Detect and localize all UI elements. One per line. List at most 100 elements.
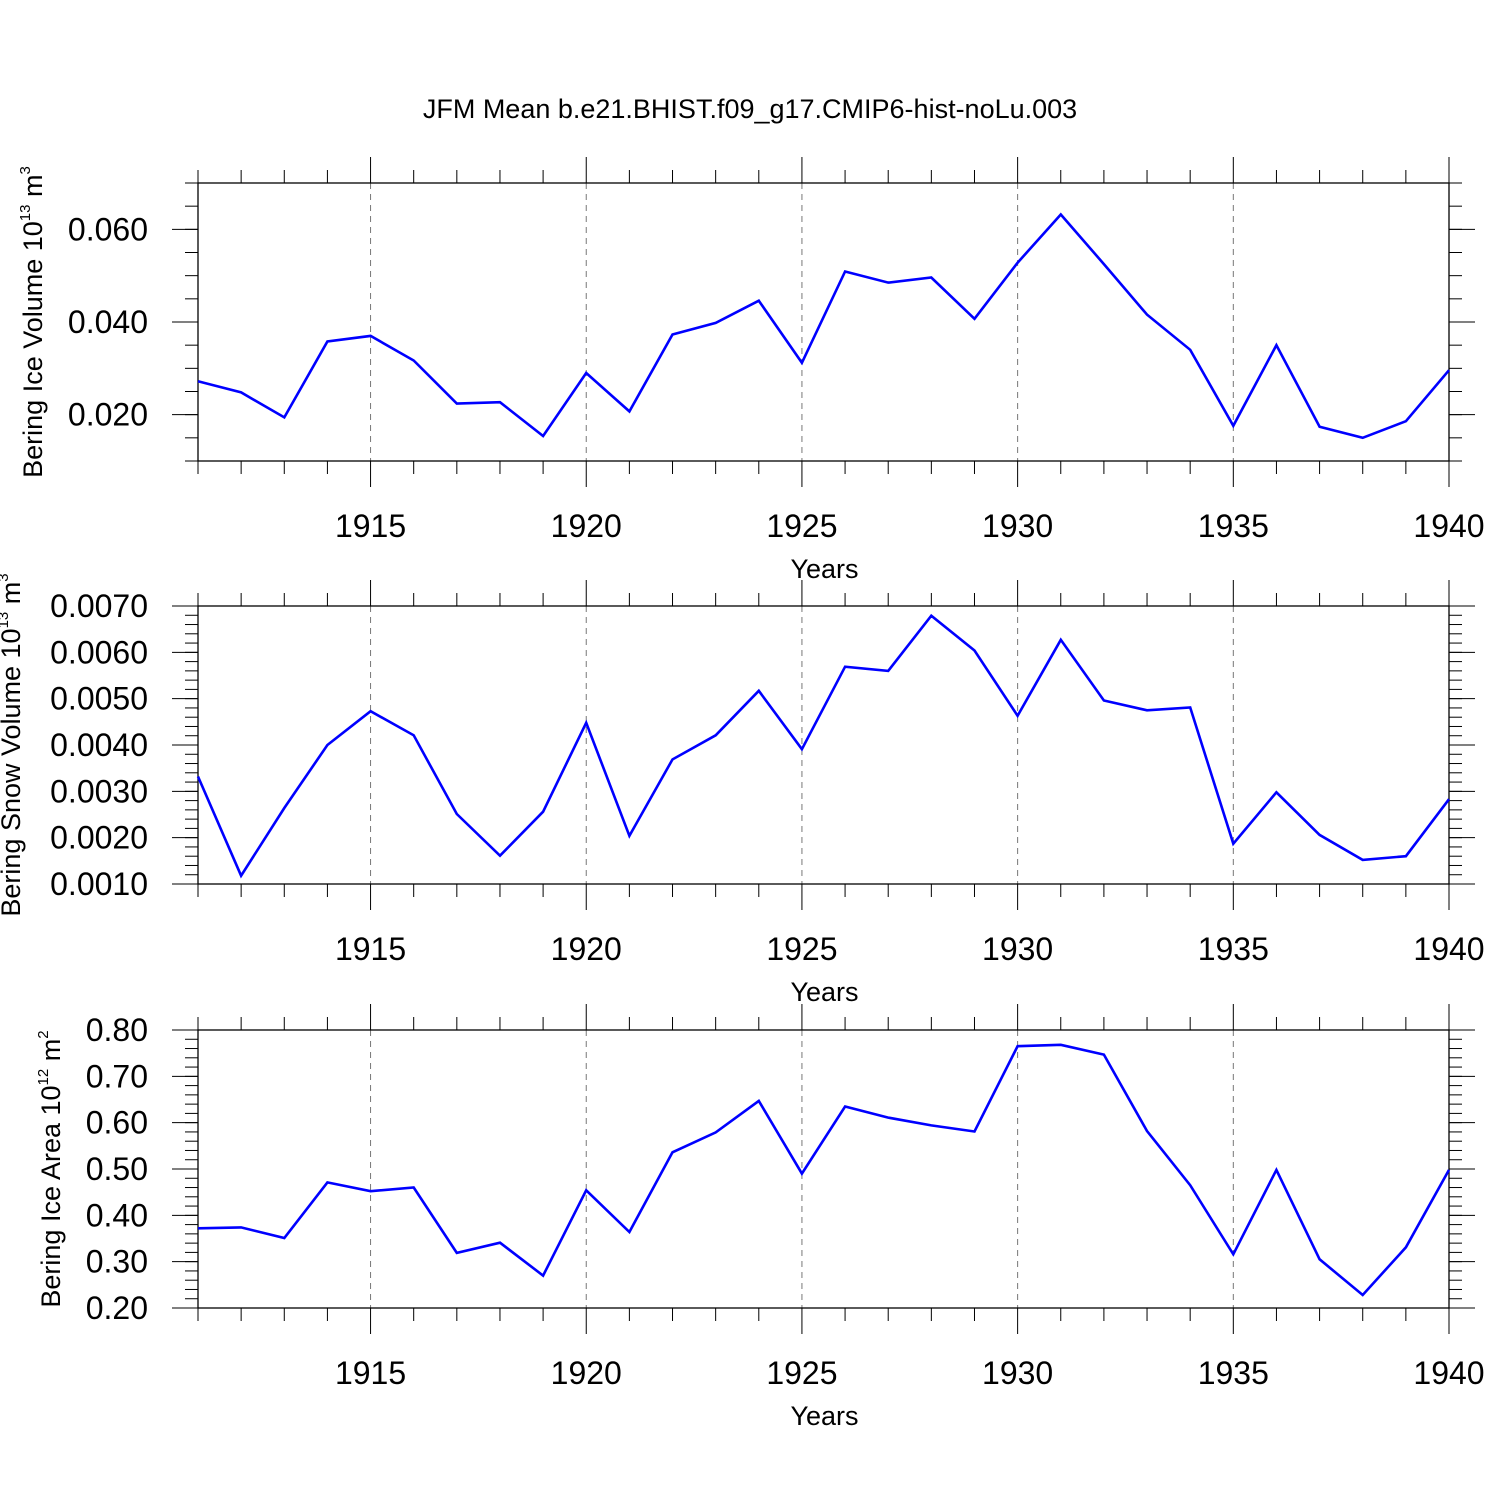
series-line-ice-area — [197, 1043, 1451, 1297]
x-tick-label-1940: 1940 — [1413, 1355, 1484, 1391]
data-point-ice-area-1923 — [715, 1131, 717, 1133]
data-point-snow-volume-1939 — [1405, 855, 1407, 857]
data-point-ice-volume-1935 — [1232, 425, 1234, 427]
data-point-snow-volume-1918 — [499, 855, 501, 857]
x-axis-label: Years — [790, 1401, 858, 1431]
data-point-snow-volume-1914 — [326, 744, 328, 746]
data-point-ice-volume-1921 — [628, 410, 630, 412]
data-point-ice-area-1914 — [326, 1181, 328, 1183]
panel-ice-volume: 1915 1920 1925 1930 1935 1940 Years 0.020 0.040 0… — [17, 157, 1485, 584]
data-point-ice-volume-1920 — [585, 372, 587, 374]
x-tick-label-1935: 1935 — [1198, 1355, 1269, 1391]
y-tick-label: 0.0050 — [50, 681, 148, 717]
data-point-snow-volume-1911 — [197, 776, 199, 778]
data-point-ice-area-1925 — [801, 1173, 803, 1175]
data-point-ice-area-1932 — [1103, 1054, 1105, 1056]
x-tick-label-1915: 1915 — [335, 508, 406, 544]
y-axis-label: Bering Ice Area 1012 m2 — [35, 1030, 66, 1307]
x-tick-label-1930: 1930 — [982, 1355, 1053, 1391]
panel-snow-volume: 1915 1920 1925 1930 1935 1940 Years 0.0010 0.002… — [0, 573, 1485, 1007]
data-point-snow-volume-1920 — [585, 722, 587, 724]
x-tick-label-1940: 1940 — [1413, 508, 1484, 544]
x-tick-label-1925: 1925 — [766, 931, 837, 967]
data-point-ice-area-1927 — [887, 1117, 889, 1119]
data-point-ice-area-1936 — [1275, 1169, 1277, 1171]
y-tick-label: 0.0030 — [50, 773, 148, 809]
data-point-ice-area-1920 — [585, 1189, 587, 1191]
x-axis-label: Years — [790, 554, 858, 584]
x-tick-label-1925: 1925 — [766, 508, 837, 544]
y-tick-label: 0.0040 — [50, 727, 148, 763]
data-point-ice-volume-1934 — [1189, 349, 1191, 351]
x-axis-label: Years — [790, 977, 858, 1007]
data-point-snow-volume-1934 — [1189, 706, 1191, 708]
data-point-ice-area-1928 — [930, 1124, 932, 1126]
series-line-ice-volume — [197, 212, 1450, 440]
y-tick-label: 0.0070 — [50, 588, 148, 624]
data-point-ice-area-1937 — [1319, 1258, 1321, 1260]
y-tick-label: 0.0060 — [50, 634, 148, 670]
data-point-ice-area-1917 — [456, 1252, 458, 1254]
data-point-ice-volume-1931 — [1060, 214, 1062, 216]
data-point-ice-area-1915 — [370, 1190, 372, 1192]
data-point-snow-volume-1928 — [930, 615, 932, 617]
y-tick-label: 0.040 — [68, 304, 148, 340]
data-point-ice-volume-1927 — [887, 282, 889, 284]
x-tick-label-1920: 1920 — [551, 931, 622, 967]
data-point-ice-volume-1925 — [801, 362, 803, 364]
data-point-snow-volume-1940 — [1448, 798, 1450, 800]
data-point-snow-volume-1915 — [370, 710, 372, 712]
data-point-ice-area-1930 — [1017, 1045, 1019, 1047]
data-point-snow-volume-1936 — [1275, 791, 1277, 793]
data-point-ice-volume-1918 — [499, 401, 501, 403]
data-point-ice-volume-1938 — [1362, 437, 1364, 439]
data-point-snow-volume-1937 — [1319, 834, 1321, 836]
data-point-ice-volume-1922 — [672, 334, 674, 336]
data-point-ice-volume-1911 — [197, 380, 199, 382]
y-tick-label: 0.20 — [86, 1290, 148, 1326]
data-point-snow-volume-1938 — [1362, 859, 1364, 861]
data-point-ice-volume-1940 — [1448, 369, 1450, 371]
data-point-ice-area-1940 — [1448, 1169, 1450, 1171]
y-tick-label: 0.0020 — [50, 820, 148, 856]
data-point-snow-volume-1921 — [628, 835, 630, 837]
data-point-snow-volume-1924 — [758, 690, 760, 692]
data-point-ice-area-1922 — [672, 1151, 674, 1153]
data-point-snow-volume-1932 — [1103, 700, 1105, 702]
x-tick-label-1935: 1935 — [1198, 508, 1269, 544]
data-point-ice-area-1911 — [197, 1227, 199, 1229]
x-tick-label-1920: 1920 — [551, 508, 622, 544]
data-point-ice-volume-1928 — [930, 277, 932, 279]
y-tick-label: 0.30 — [86, 1244, 148, 1280]
data-point-ice-volume-1917 — [456, 403, 458, 405]
y-tick-label: 0.70 — [86, 1058, 148, 1094]
data-point-ice-volume-1919 — [542, 435, 544, 437]
data-point-ice-volume-1930 — [1017, 262, 1019, 264]
x-tick-label-1935: 1935 — [1198, 931, 1269, 967]
plot-frame — [197, 1029, 1450, 1309]
data-point-snow-volume-1926 — [844, 666, 846, 668]
data-point-ice-area-1931 — [1060, 1044, 1062, 1046]
data-point-snow-volume-1929 — [973, 649, 975, 651]
data-point-snow-volume-1923 — [715, 734, 717, 736]
panel-ice-area: 1915 1920 1925 1930 1935 1940 Years 0.20 0.30 0.4… — [35, 1004, 1485, 1431]
data-point-ice-volume-1914 — [326, 340, 328, 342]
data-point-snow-volume-1930 — [1017, 715, 1019, 717]
data-point-ice-volume-1924 — [758, 300, 760, 302]
x-tick-label-1915: 1915 — [335, 1355, 406, 1391]
data-point-snow-volume-1913 — [283, 807, 285, 809]
data-point-snow-volume-1922 — [672, 758, 674, 760]
data-point-ice-area-1934 — [1189, 1184, 1191, 1186]
data-point-ice-volume-1937 — [1319, 426, 1321, 428]
x-tick-label-1915: 1915 — [335, 931, 406, 967]
data-point-snow-volume-1927 — [887, 670, 889, 672]
data-point-snow-volume-1933 — [1146, 709, 1148, 711]
data-point-snow-volume-1919 — [542, 811, 544, 813]
data-point-ice-area-1921 — [628, 1231, 630, 1233]
x-tick-label-1930: 1930 — [982, 931, 1053, 967]
data-point-snow-volume-1935 — [1232, 843, 1234, 845]
data-point-ice-area-1916 — [413, 1187, 415, 1189]
data-point-ice-area-1926 — [844, 1105, 846, 1107]
y-axis-label: Bering Snow Volume 1013 m3 — [0, 573, 26, 916]
